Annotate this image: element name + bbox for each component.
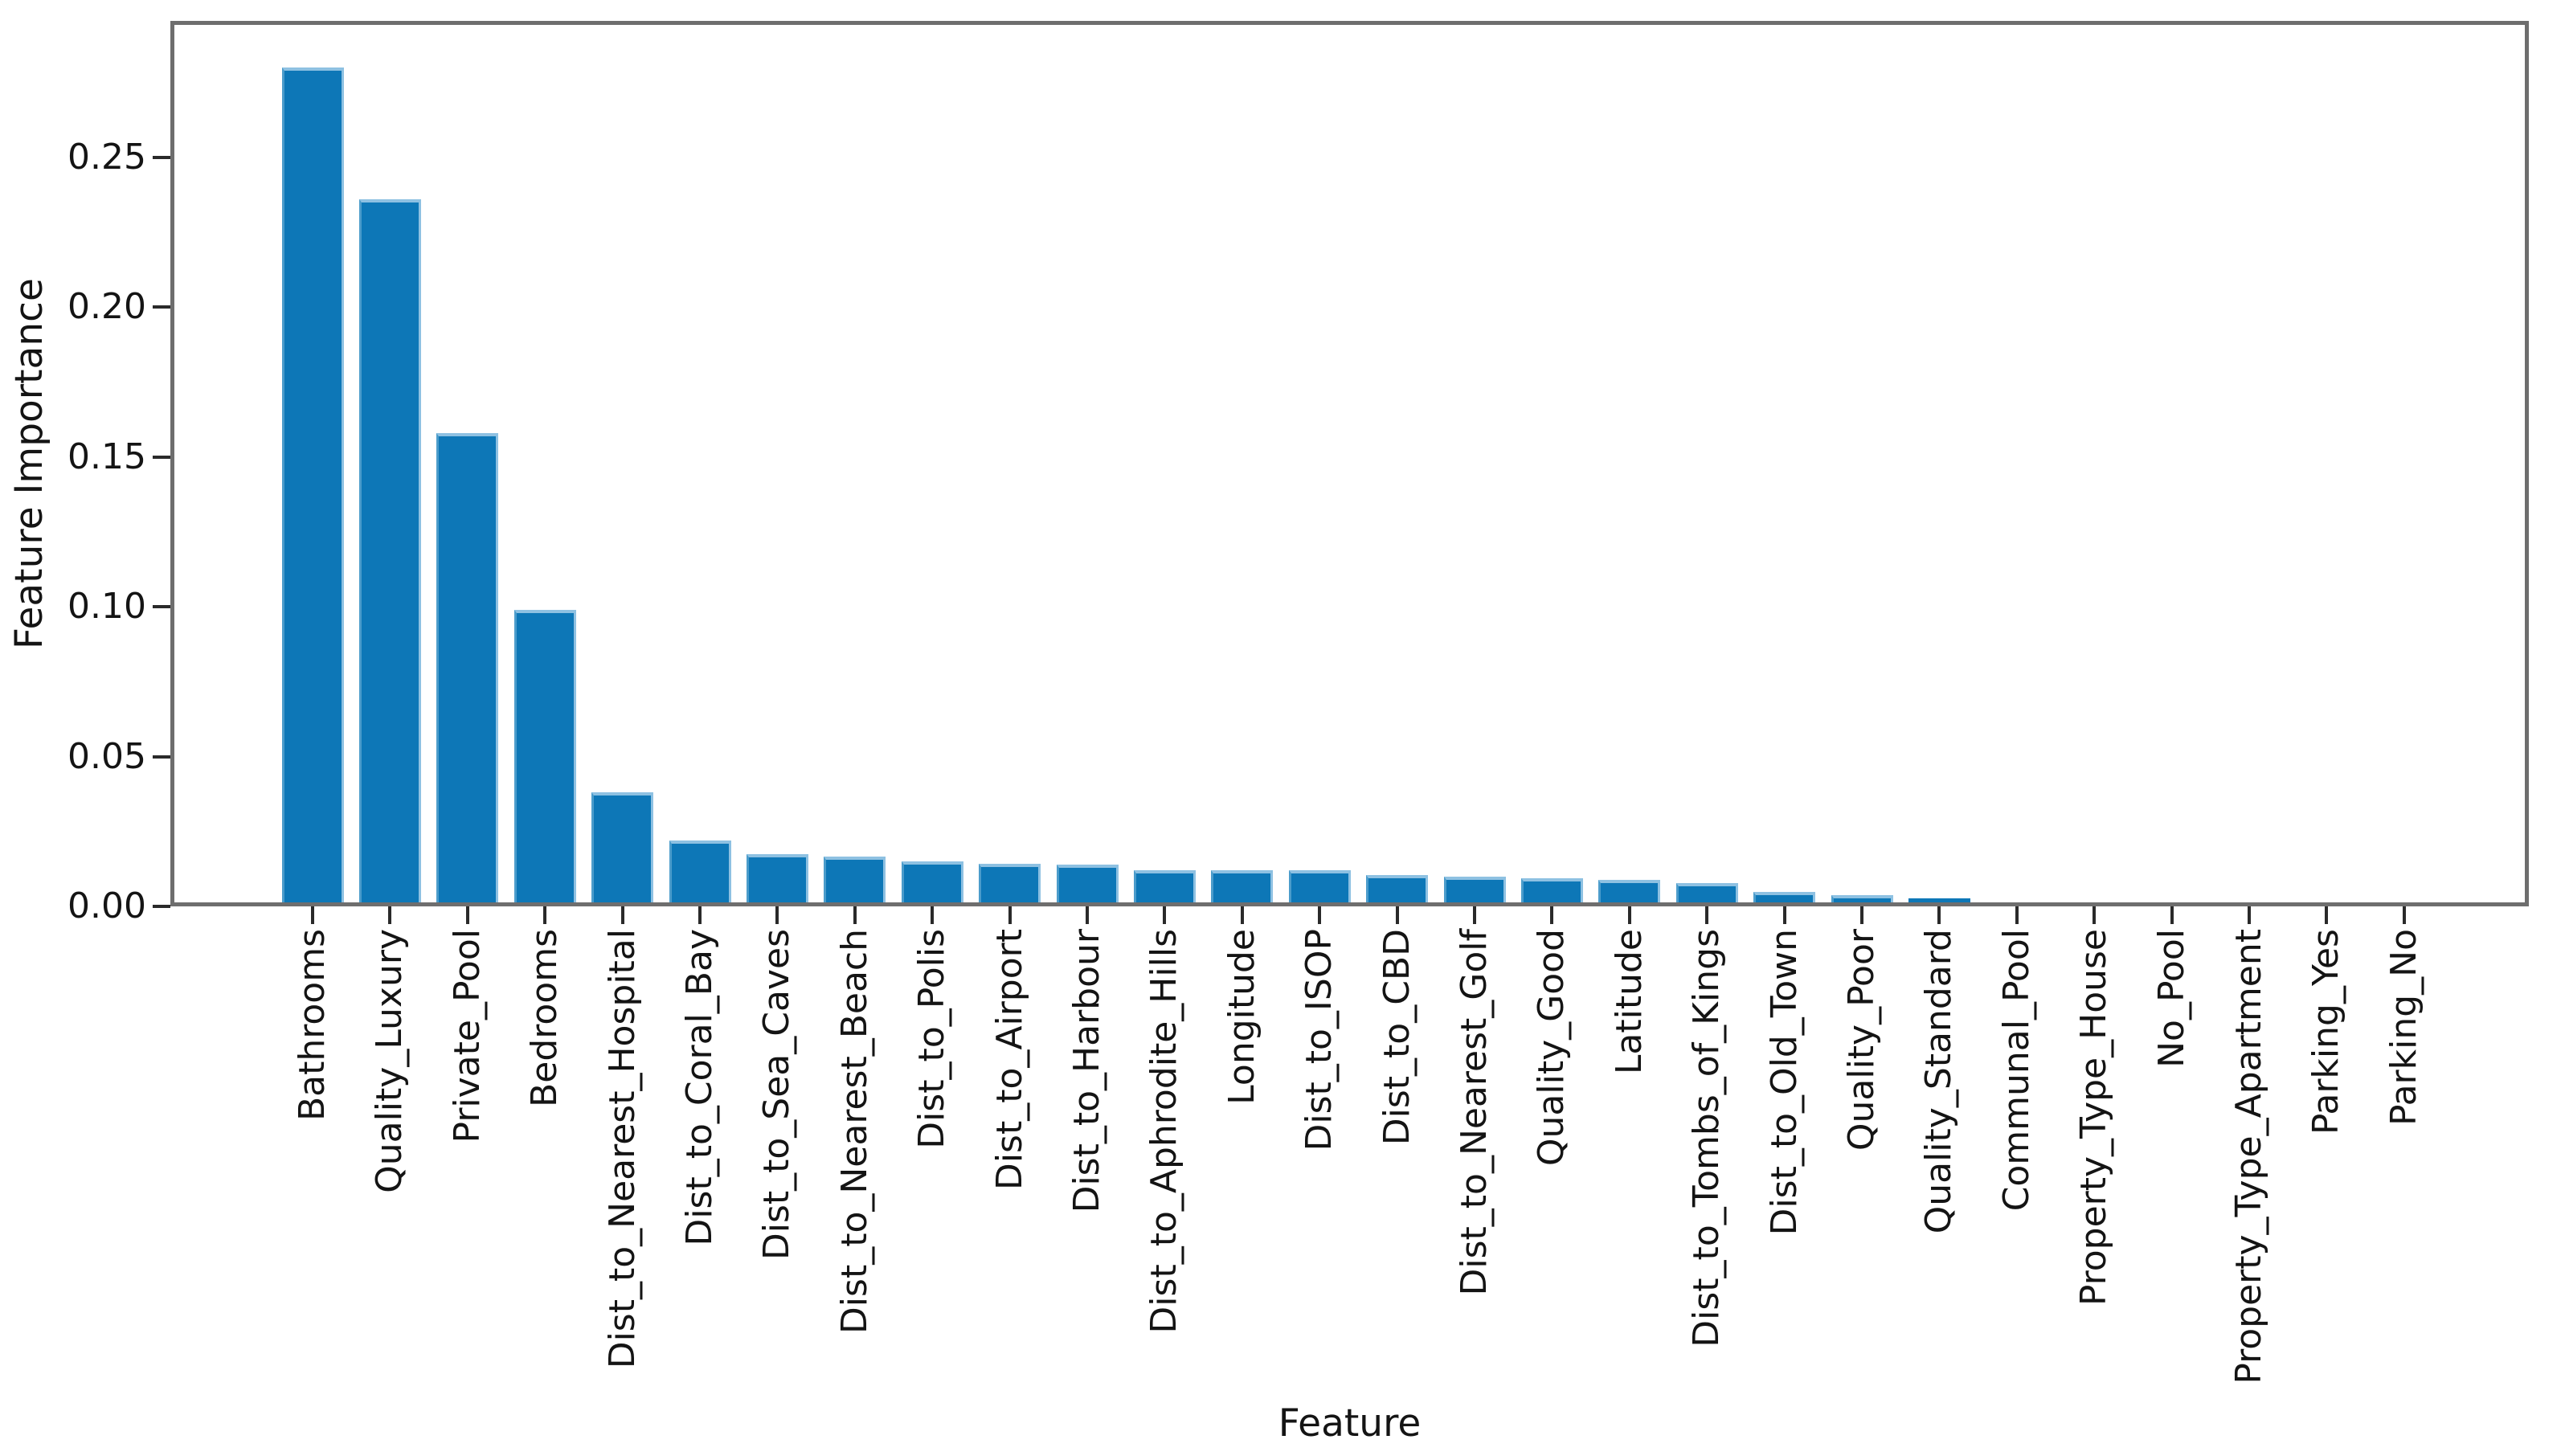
bar: [824, 857, 886, 906]
x-axis-tick: [1705, 906, 1709, 924]
x-axis-tick: [1627, 906, 1631, 924]
x-axis-tick: [620, 906, 624, 924]
bar: [1211, 870, 1274, 906]
x-axis-tick: [1782, 906, 1786, 924]
y-axis-tick-label: 0.25: [68, 137, 146, 178]
y-axis-tick-label: 0.05: [68, 736, 146, 777]
x-axis-tick-label: Private_Pool: [446, 929, 488, 1143]
y-axis-tick: [153, 305, 170, 309]
x-axis-tick: [775, 906, 779, 924]
x-axis-tick: [543, 906, 547, 924]
x-axis-tick-label: Dist_to_Coral_Bay: [679, 929, 720, 1246]
x-axis-tick-label: Latitude: [1608, 929, 1650, 1075]
bar: [746, 854, 808, 906]
bar: [436, 433, 499, 906]
x-axis-tick: [1937, 906, 1941, 924]
bar: [1443, 877, 1506, 906]
x-axis-tick-label: Property_Type_House: [2073, 929, 2115, 1307]
x-axis-tick: [465, 906, 469, 924]
x-axis-tick-label: Quality_Standard: [1918, 929, 1960, 1234]
x-axis-tick: [1318, 906, 1322, 924]
bar: [1288, 870, 1351, 906]
bar: [901, 861, 963, 906]
x-axis-tick-label: Dist_to_Nearest_Hospital: [601, 929, 643, 1369]
x-axis-tick-label: Quality_Luxury: [369, 929, 411, 1193]
x-axis-tick-label: Dist_to_ISOP: [1299, 929, 1340, 1151]
x-axis-tick: [2325, 906, 2329, 924]
x-axis-tick: [1163, 906, 1167, 924]
x-axis-tick-label: Dist_to_Harbour: [1066, 929, 1107, 1213]
x-axis-tick-label: Longitude: [1221, 929, 1262, 1105]
y-axis-tick-label: 0.00: [68, 885, 146, 926]
y-axis-title: Feature Importance: [7, 278, 51, 649]
y-axis-tick-label: 0.20: [68, 286, 146, 327]
x-axis-tick: [698, 906, 702, 924]
x-axis-tick-label: Dist_to_Nearest_Beach: [833, 929, 875, 1335]
x-axis-tick: [1086, 906, 1089, 924]
x-axis-tick: [1008, 906, 1012, 924]
x-axis-tick: [853, 906, 857, 924]
x-axis-tick-label: Quality_Good: [1531, 929, 1573, 1167]
bar: [979, 864, 1041, 906]
x-axis-tick-label: Dist_to_Old_Town: [1763, 929, 1805, 1236]
y-axis-tick-label: 0.15: [68, 436, 146, 477]
x-axis-tick-label: No_Pool: [2150, 929, 2192, 1068]
bar: [358, 199, 421, 906]
x-axis-tick-label: Dist_to_Sea_Caves: [756, 929, 798, 1261]
x-axis-tick: [1395, 906, 1399, 924]
y-axis-tick-label: 0.10: [68, 586, 146, 627]
plot-area: [170, 21, 2529, 906]
x-axis-tick: [2015, 906, 2019, 924]
x-axis-tick: [2092, 906, 2097, 924]
x-axis-tick: [1860, 906, 1863, 924]
x-axis-tick: [931, 906, 935, 924]
x-axis-tick-label: Bedrooms: [524, 929, 566, 1107]
x-axis-tick: [311, 906, 314, 924]
x-axis-tick: [1240, 906, 1244, 924]
y-axis-tick: [153, 156, 170, 159]
x-axis-tick-label: Dist_to_Airport: [988, 929, 1030, 1191]
y-axis-tick: [153, 456, 170, 459]
x-axis-tick: [2170, 906, 2174, 924]
x-axis-tick: [1473, 906, 1476, 924]
x-axis-tick-label: Dist_to_Polis: [911, 929, 953, 1149]
bar: [1056, 865, 1119, 906]
x-axis-tick-label: Quality_Poor: [1841, 929, 1882, 1151]
y-axis-tick: [153, 605, 170, 608]
x-axis-tick-label: Communal_Pool: [1995, 929, 2037, 1212]
bar: [1366, 875, 1429, 906]
bar: [1133, 870, 1196, 906]
x-axis-tick: [388, 906, 392, 924]
bar: [513, 610, 576, 906]
bar: [591, 792, 654, 906]
bar: [669, 840, 731, 906]
bar: [1520, 878, 1583, 906]
x-axis-tick-label: Property_Type_Apartment: [2228, 929, 2269, 1384]
y-axis-tick: [153, 755, 170, 759]
bar: [1598, 880, 1661, 906]
x-axis-tick-label: Dist_to_Nearest_Golf: [1454, 929, 1495, 1296]
x-axis-tick-label: Parking_Yes: [2305, 929, 2347, 1135]
x-axis-tick: [1550, 906, 1554, 924]
x-axis-tick: [2402, 906, 2406, 924]
x-axis-tick-label: Dist_to_CBD: [1376, 929, 1418, 1146]
x-axis-tick-label: Parking_No: [2383, 929, 2424, 1126]
x-axis-tick-label: Dist_to_Tombs_of_Kings: [1686, 929, 1728, 1348]
x-axis-tick-label: Bathrooms: [292, 929, 333, 1122]
x-axis-tick: [2248, 906, 2251, 924]
x-axis-title: Feature: [1278, 1401, 1422, 1446]
x-axis-tick-label: Dist_to_Aphrodite_Hills: [1143, 929, 1185, 1334]
y-axis-tick: [153, 905, 170, 908]
bar: [281, 67, 344, 906]
